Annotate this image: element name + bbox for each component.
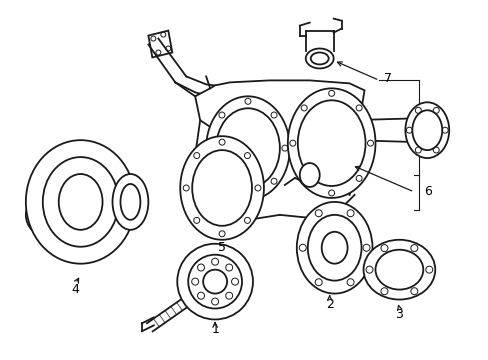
Ellipse shape (405, 102, 448, 158)
Ellipse shape (112, 174, 148, 230)
Text: 6: 6 (424, 185, 431, 198)
Text: 4: 4 (72, 283, 80, 296)
Circle shape (177, 244, 252, 319)
Ellipse shape (363, 240, 434, 300)
Ellipse shape (180, 136, 264, 240)
Text: 7: 7 (384, 72, 392, 85)
Text: 5: 5 (218, 241, 225, 254)
Text: 3: 3 (395, 308, 403, 321)
Ellipse shape (287, 88, 375, 198)
Ellipse shape (299, 163, 319, 187)
Ellipse shape (305, 49, 333, 68)
Text: 2: 2 (325, 298, 333, 311)
Polygon shape (148, 31, 172, 58)
Circle shape (26, 193, 69, 237)
Polygon shape (195, 80, 364, 138)
Ellipse shape (26, 140, 135, 264)
Text: 1: 1 (211, 323, 219, 336)
Ellipse shape (206, 96, 289, 200)
Ellipse shape (296, 202, 372, 293)
